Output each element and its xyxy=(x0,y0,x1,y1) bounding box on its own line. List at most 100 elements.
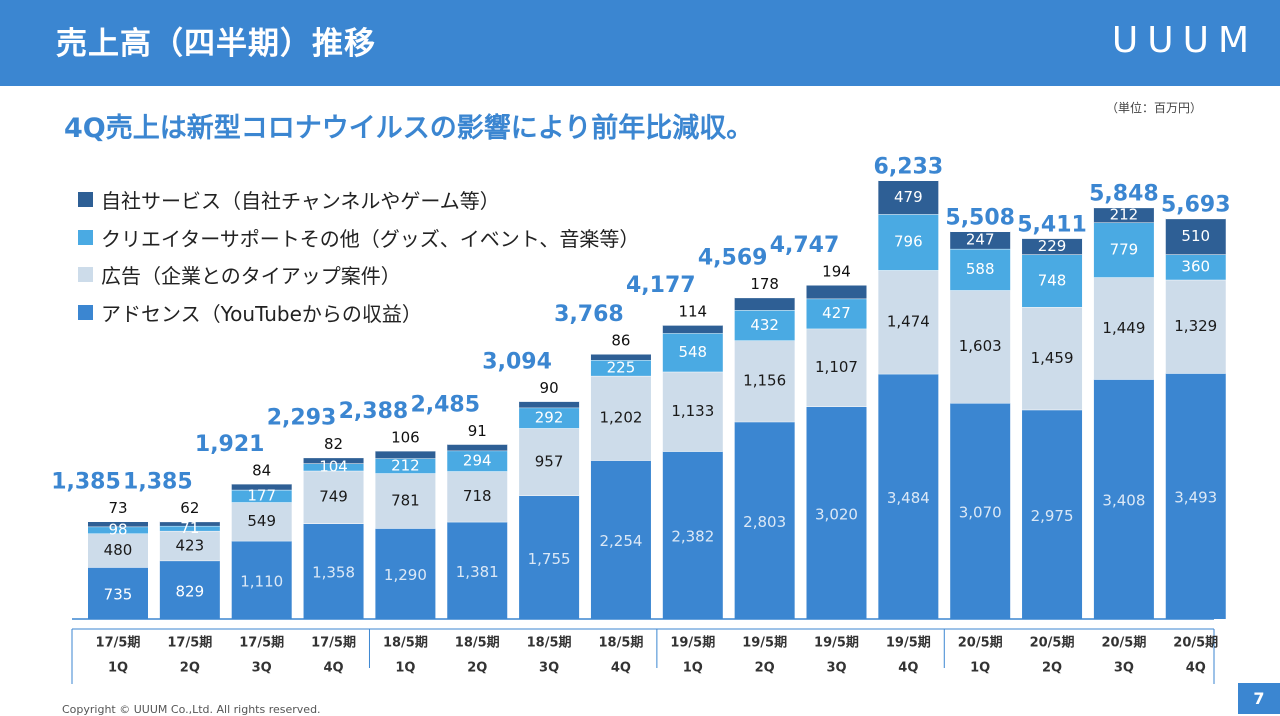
slide-subtitle: 4Q売上は新型コロナウイルスの影響により前年比減収。 xyxy=(64,113,754,144)
data-label-advertising: 781 xyxy=(391,491,420,509)
data-label-adsense: 3,070 xyxy=(959,504,1002,522)
x-tick-label-quarter: 2Q xyxy=(467,661,487,676)
data-label-advertising: 957 xyxy=(535,452,564,470)
x-tick-label-quarter: 4Q xyxy=(1186,661,1206,676)
bar-segment xyxy=(375,450,436,459)
data-label-total: 1,385 xyxy=(51,469,121,494)
bar-segment xyxy=(1093,222,1154,278)
bar-segment xyxy=(590,460,651,619)
data-label-creator-support: 294 xyxy=(463,451,492,469)
legend-swatch xyxy=(78,304,93,320)
x-tick-label-quarter: 1Q xyxy=(395,661,415,676)
x-tick-label-period: 19/5期 xyxy=(814,636,859,651)
page-number: 7 xyxy=(1238,683,1280,714)
data-label-total: 5,848 xyxy=(1089,182,1159,207)
bar-segment xyxy=(590,375,651,461)
data-label-total: 5,411 xyxy=(1017,212,1087,237)
chart-legend: 自社サービス（自社チャンネルやゲーム等） クリエイターサポートその他（グッズ、イ… xyxy=(78,181,639,331)
data-label-adsense: 2,803 xyxy=(743,513,786,531)
bar-segment xyxy=(303,463,364,471)
legend-swatch xyxy=(78,267,93,283)
data-label-advertising: 1,603 xyxy=(959,337,1002,355)
legend-label: アドセンス（YouTubeからの収益） xyxy=(101,301,422,326)
data-label-own-services: 178 xyxy=(750,275,779,293)
data-label-total: 2,293 xyxy=(267,406,337,431)
bar-segment xyxy=(231,483,292,490)
unit-note: （単位：百万円） xyxy=(1106,101,1203,115)
bar-segment xyxy=(950,403,1011,619)
data-label-advertising: 718 xyxy=(463,487,492,505)
bar-segment xyxy=(806,406,867,619)
bar-segment xyxy=(1165,254,1226,280)
data-label-own-services: 229 xyxy=(1038,237,1067,255)
x-tick-label-quarter: 4Q xyxy=(898,661,918,676)
data-label-advertising: 1,329 xyxy=(1174,317,1217,335)
data-label-adsense: 3,020 xyxy=(815,505,858,523)
bar-segment xyxy=(878,373,939,619)
data-label-own-services: 479 xyxy=(894,188,923,206)
data-label-creator-support: 98 xyxy=(108,521,127,539)
x-tick-label-quarter: 3Q xyxy=(539,661,559,676)
data-label-adsense: 1,381 xyxy=(456,563,499,581)
bar-segment xyxy=(159,521,220,526)
bar-segment xyxy=(159,560,220,619)
data-label-advertising: 549 xyxy=(247,512,276,530)
x-tick-label-quarter: 4Q xyxy=(611,661,631,676)
x-tick-label-period: 20/5期 xyxy=(958,636,1003,651)
bar-segment xyxy=(1165,218,1226,255)
bar-segment xyxy=(519,495,580,619)
uuum-logo: UUUM xyxy=(1111,20,1258,61)
bar-segment xyxy=(88,533,148,568)
data-label-own-services: 84 xyxy=(252,461,271,479)
data-label-creator-support: 225 xyxy=(607,358,636,376)
bar-segment xyxy=(1022,307,1083,410)
data-label-creator-support: 432 xyxy=(750,316,779,334)
data-label-total: 3,768 xyxy=(554,302,624,327)
data-label-adsense: 1,755 xyxy=(528,550,571,568)
bar-segment xyxy=(375,473,436,529)
legend-item-advertising: 広告（企業とのタイアップ案件） xyxy=(78,256,639,294)
data-label-advertising: 749 xyxy=(319,488,348,506)
bar-segment xyxy=(375,458,436,474)
x-tick-label-quarter: 3Q xyxy=(1114,661,1134,676)
x-tick-label-period: 17/5期 xyxy=(239,636,284,651)
bar-segment xyxy=(950,290,1011,404)
data-label-adsense: 2,382 xyxy=(671,528,714,546)
bar-segment xyxy=(88,521,148,527)
data-label-total: 5,508 xyxy=(945,206,1015,231)
data-label-adsense: 3,493 xyxy=(1174,489,1217,507)
bar-segment xyxy=(159,530,220,561)
x-tick-label-period: 18/5期 xyxy=(527,636,572,651)
data-label-adsense: 1,290 xyxy=(384,566,427,584)
bar-segment xyxy=(590,360,651,376)
data-label-creator-support: 212 xyxy=(391,456,420,474)
data-label-advertising: 1,156 xyxy=(743,372,786,390)
data-label-creator-support: 292 xyxy=(535,408,564,426)
copyright-footer: Copyright © UUUM Co.,Ltd. All rights res… xyxy=(62,703,321,716)
bar-segment xyxy=(878,270,939,374)
data-label-advertising: 480 xyxy=(104,541,133,559)
data-label-advertising: 423 xyxy=(176,536,205,554)
bar-segment xyxy=(519,407,580,429)
data-label-creator-support: 427 xyxy=(822,304,851,322)
x-tick-label-quarter: 1Q xyxy=(970,661,990,676)
data-label-total: 4,177 xyxy=(626,273,696,298)
data-label-advertising: 1,133 xyxy=(671,402,714,420)
data-label-own-services: 212 xyxy=(1110,206,1139,224)
data-label-creator-support: 104 xyxy=(319,458,348,476)
bar-segment xyxy=(734,340,795,422)
bar-segment xyxy=(1022,409,1083,619)
page-title: 売上高（四半期）推移 xyxy=(56,26,376,62)
data-label-own-services: 106 xyxy=(391,428,420,446)
bar-segment xyxy=(950,231,1011,249)
bar-segment xyxy=(1093,277,1154,380)
data-label-own-services: 73 xyxy=(108,499,127,517)
x-tick-label-period: 19/5期 xyxy=(742,636,787,651)
data-label-total: 1,385 xyxy=(123,470,193,495)
bar-segment xyxy=(303,523,364,619)
bar-segment xyxy=(1165,373,1226,619)
data-label-total: 1,921 xyxy=(195,432,265,457)
legend-item-creator-support: クリエイターサポートその他（グッズ、イベント、音楽等） xyxy=(78,219,639,257)
legend-item-adsense: アドセンス（YouTubeからの収益） xyxy=(78,294,639,332)
data-label-creator-support: 779 xyxy=(1110,240,1139,258)
